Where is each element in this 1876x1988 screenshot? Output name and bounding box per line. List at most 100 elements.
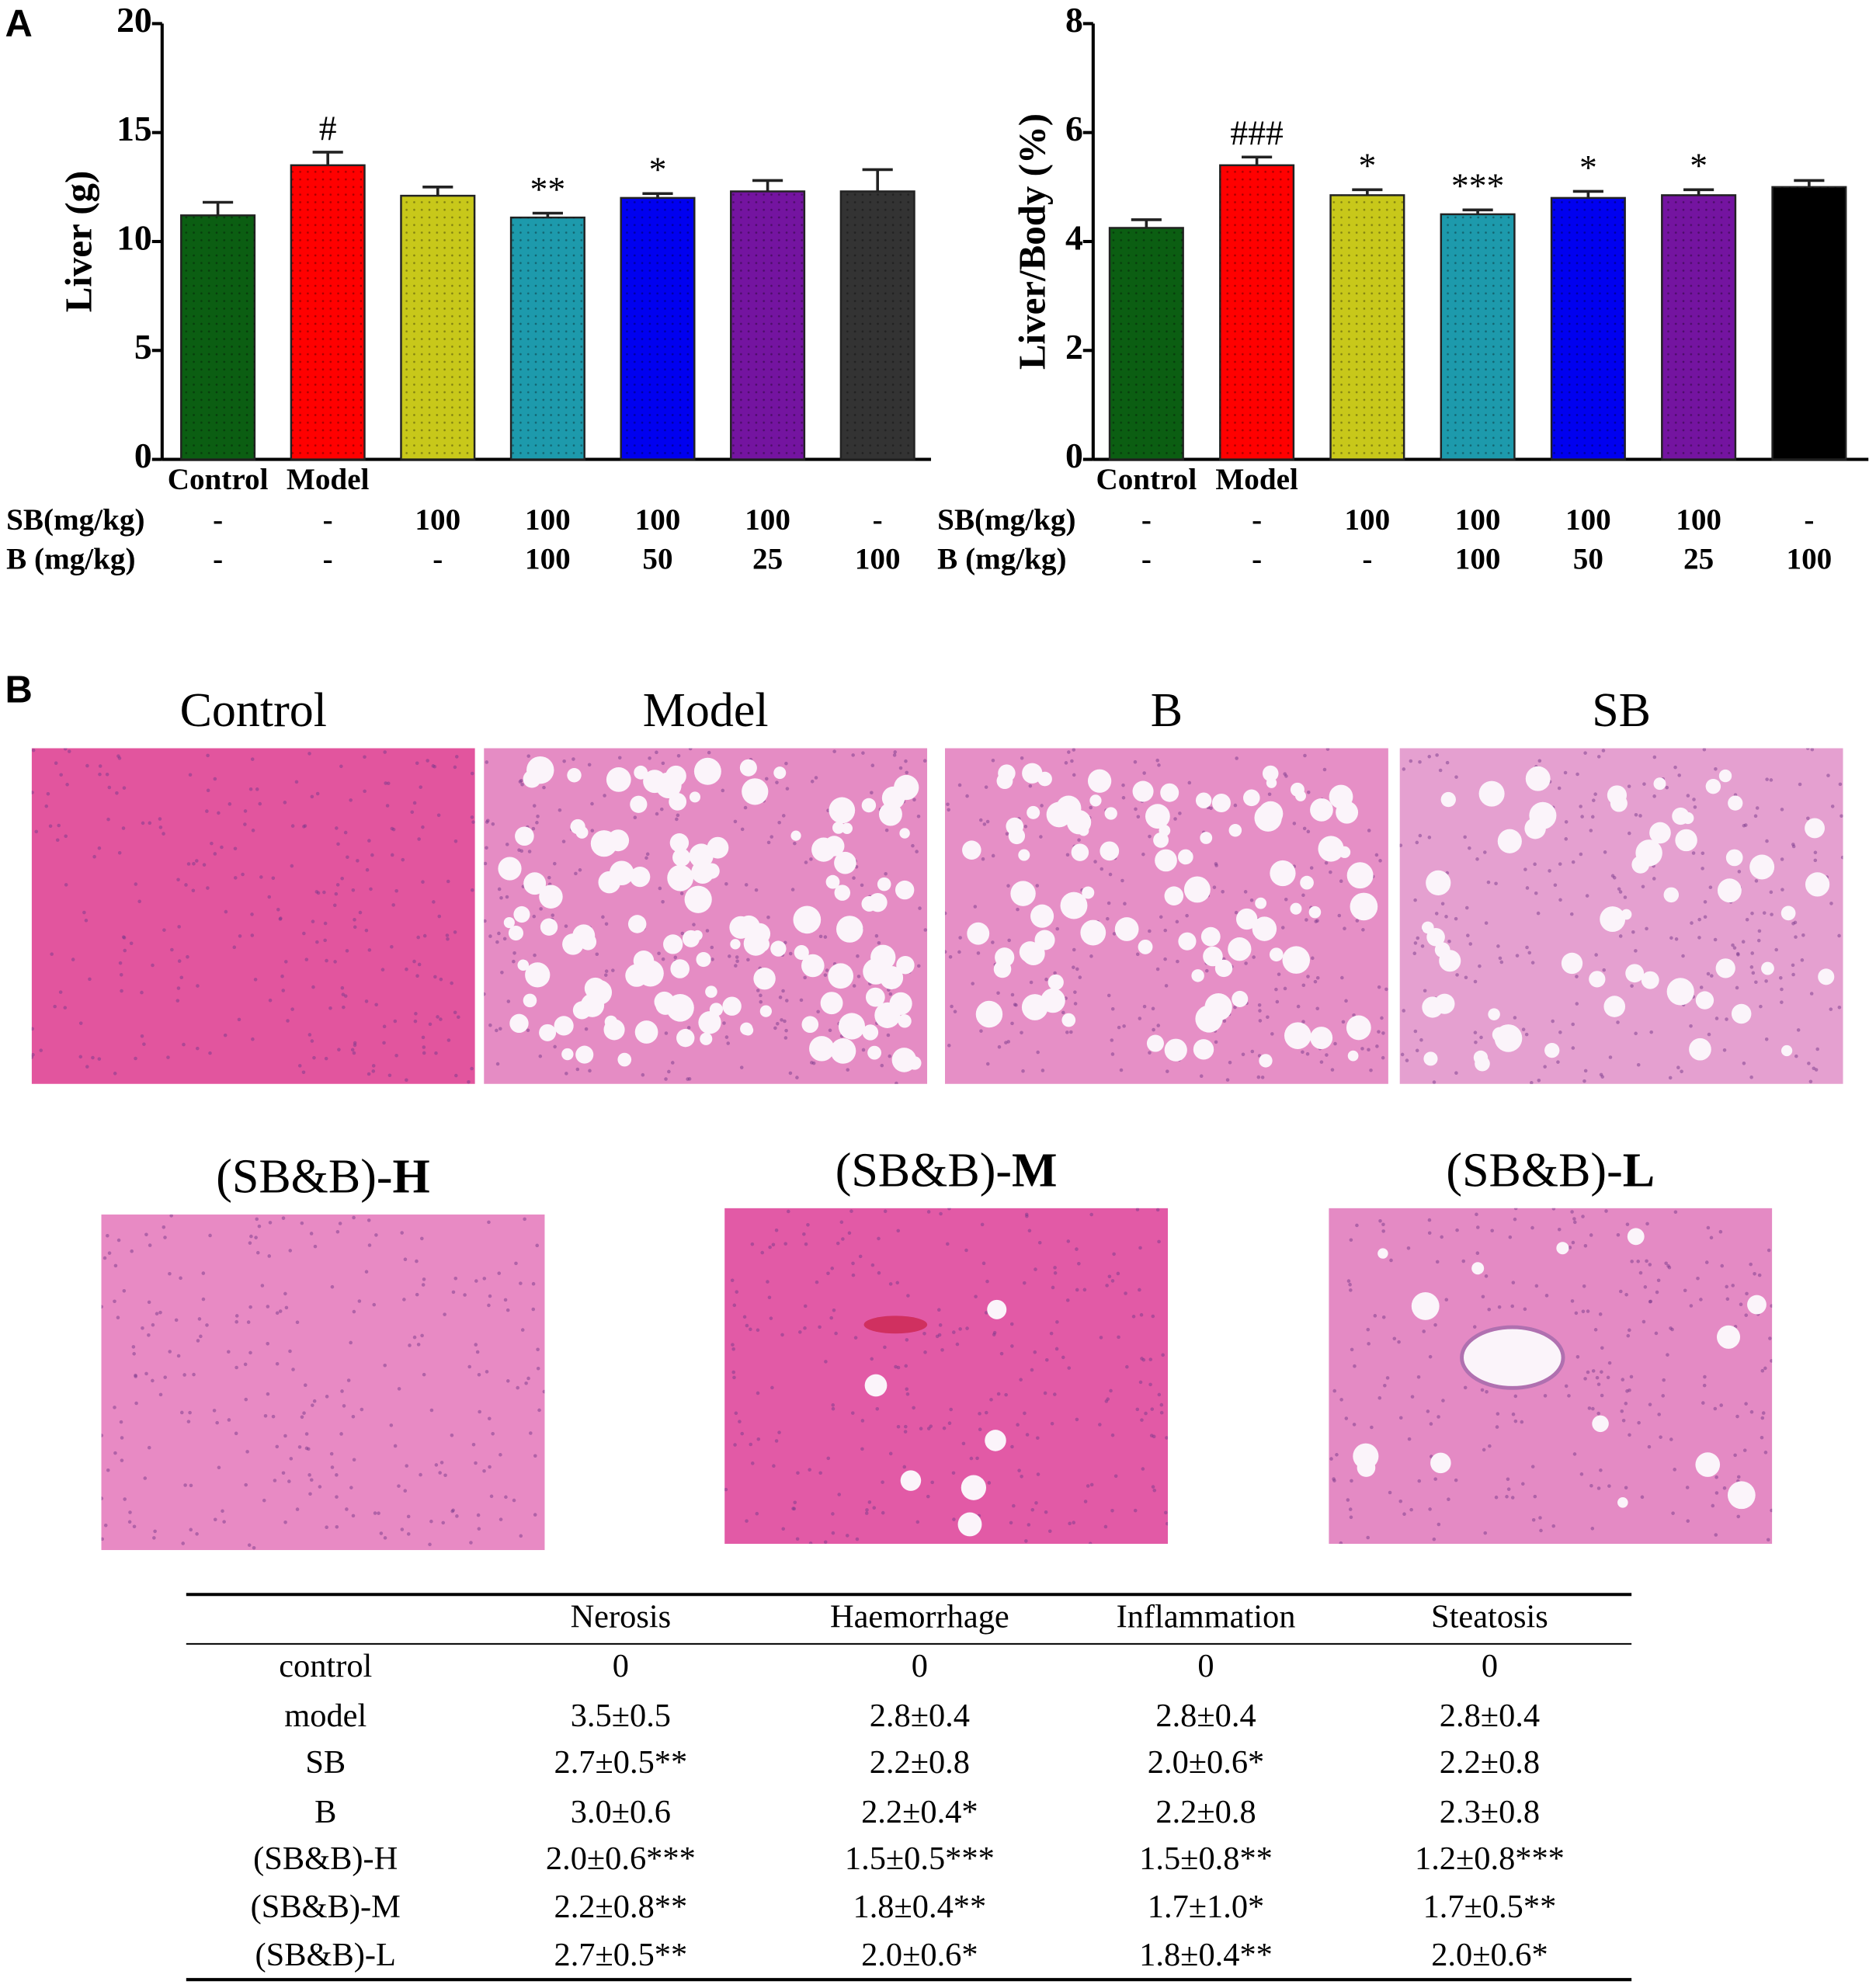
vacuole	[793, 905, 822, 934]
nucleus	[1703, 900, 1708, 904]
nucleus	[1589, 1233, 1593, 1237]
nucleus	[1187, 780, 1192, 785]
dose-value: 100	[525, 543, 571, 576]
nucleus	[1100, 867, 1104, 871]
nucleus	[301, 1070, 306, 1075]
nucleus	[477, 1527, 481, 1531]
nucleus	[895, 1081, 898, 1084]
nucleus	[1417, 1479, 1422, 1483]
vacuole	[1716, 1325, 1741, 1349]
nucleus	[1592, 798, 1596, 802]
nucleus	[877, 940, 881, 945]
nucleus	[158, 825, 163, 829]
vacuole	[1284, 1022, 1311, 1049]
nucleus	[67, 749, 71, 753]
nucleus	[884, 871, 888, 876]
nucleus	[1384, 987, 1388, 992]
vacuole	[1617, 1496, 1628, 1508]
nucleus	[1155, 1208, 1160, 1212]
nucleus	[796, 1471, 800, 1475]
nucleus	[1067, 750, 1071, 754]
nucleus	[1505, 1495, 1509, 1499]
nucleus	[488, 1023, 492, 1027]
y-tick-label: 20	[116, 0, 152, 40]
dose-value: 100	[1455, 503, 1501, 537]
nucleus	[778, 996, 783, 999]
nucleus	[1020, 1474, 1023, 1479]
nucleus	[1513, 1016, 1517, 1020]
nucleus	[304, 1446, 309, 1451]
nucleus	[119, 1420, 123, 1424]
vacuole	[1603, 996, 1626, 1017]
nucleus	[332, 903, 337, 908]
nucleus	[1791, 963, 1795, 968]
nucleus	[215, 1420, 219, 1425]
nucleus	[1050, 1421, 1054, 1426]
vacuole	[1310, 798, 1333, 822]
significance-label: ###	[1230, 113, 1283, 153]
nucleus	[422, 1372, 426, 1377]
nucleus	[1004, 1392, 1008, 1397]
nucleus	[1340, 975, 1344, 980]
nucleus	[363, 789, 367, 794]
nucleus	[1044, 977, 1048, 982]
nucleus	[497, 931, 501, 936]
nucleus	[1486, 880, 1491, 885]
dose-value: -	[1141, 543, 1152, 576]
nucleus	[1750, 951, 1754, 955]
nucleus	[470, 1066, 474, 1071]
nucleus	[147, 1300, 151, 1305]
nucleus	[1406, 1246, 1411, 1250]
nucleus	[201, 1271, 206, 1275]
nucleus	[1381, 1229, 1385, 1233]
nucleus	[340, 876, 344, 881]
nucleus	[1807, 1062, 1811, 1065]
nucleus	[250, 933, 255, 937]
nucleus	[281, 1216, 286, 1220]
nucleus	[533, 1454, 537, 1458]
vacuole	[698, 1011, 721, 1034]
nucleus	[248, 1241, 252, 1245]
nucleus	[565, 1072, 568, 1076]
nucleus	[1402, 1009, 1405, 1013]
nucleus	[975, 1456, 979, 1461]
nucleus	[728, 954, 731, 958]
nucleus	[303, 824, 307, 828]
table-cell: 1.8±0.4**	[853, 1889, 986, 1925]
nucleus	[325, 1525, 328, 1529]
nucleus	[374, 1233, 378, 1237]
nucleus	[953, 1010, 957, 1013]
nucleus	[1435, 1260, 1440, 1264]
nucleus	[382, 1041, 386, 1045]
vacuole	[509, 1013, 529, 1034]
nucleus	[1537, 1078, 1541, 1083]
nucleus	[1274, 987, 1278, 992]
vacuole	[1600, 906, 1626, 933]
nucleus	[488, 1465, 492, 1469]
nucleus	[971, 982, 974, 985]
nucleus	[1767, 1248, 1771, 1253]
vacuole	[513, 905, 530, 923]
nucleus	[311, 919, 315, 923]
nucleus	[999, 1351, 1004, 1356]
nucleus	[234, 1314, 239, 1318]
nucleus	[91, 1055, 95, 1060]
nucleus	[1405, 1058, 1409, 1062]
nucleus	[832, 1308, 836, 1312]
nucleus	[205, 1323, 209, 1327]
nucleus	[952, 1517, 956, 1521]
vacuole	[676, 1028, 695, 1048]
nucleus	[947, 808, 950, 812]
table-cell: 2.8±0.4	[1440, 1698, 1540, 1734]
nucleus	[484, 919, 487, 923]
nucleus	[243, 809, 248, 813]
vacuole	[515, 826, 534, 846]
nucleus	[415, 1259, 419, 1263]
vacuole	[617, 1052, 632, 1067]
nucleus	[1665, 785, 1669, 790]
nucleus	[1709, 1236, 1714, 1240]
nucleus	[343, 994, 348, 998]
nucleus	[1413, 1029, 1418, 1034]
vacuole	[526, 756, 554, 784]
bar	[509, 216, 585, 461]
